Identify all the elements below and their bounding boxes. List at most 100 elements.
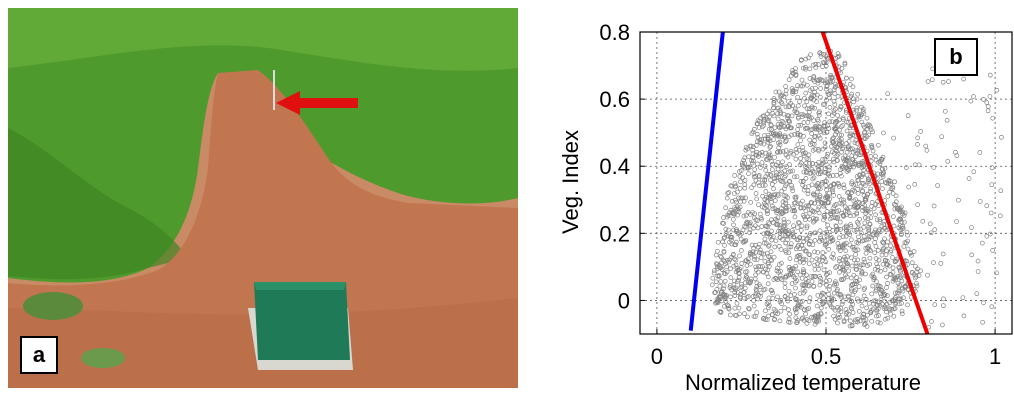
scatter-point (836, 117, 842, 123)
scatter-point (756, 202, 761, 208)
scatter-point (786, 307, 791, 312)
scatter-point (905, 238, 911, 244)
scatter-point (782, 305, 787, 311)
scatter-point (793, 257, 799, 263)
scatter-point (766, 126, 772, 132)
scatter-point (758, 215, 764, 221)
scatter-point (820, 64, 825, 70)
scatter-point (806, 252, 812, 257)
scatter-point (824, 79, 830, 85)
scatter-point (892, 298, 898, 304)
scatter-point (881, 130, 886, 136)
scatter-point (743, 145, 749, 150)
scatter-point (990, 115, 996, 121)
scatter-point (904, 258, 909, 264)
scatter-point (882, 225, 888, 231)
scatter-point (795, 269, 801, 275)
scatter-point (868, 186, 873, 192)
scatter-point (775, 132, 781, 138)
scatter-point (859, 181, 865, 186)
scatter-point (751, 158, 756, 164)
scatter-point (753, 143, 759, 148)
scatter-point (981, 300, 986, 306)
x-tick-label: 0 (651, 344, 663, 369)
scatter-point (782, 168, 787, 174)
scatter-point (821, 123, 827, 129)
scatter-point (873, 244, 879, 249)
scatter-point (809, 257, 815, 263)
scatter-point (837, 141, 843, 147)
scatter-point (813, 85, 818, 91)
scatter-point (817, 298, 822, 303)
scatter-point (836, 312, 841, 318)
scatter-point (733, 239, 739, 245)
scatter-point (830, 185, 836, 191)
scatter-point (817, 186, 823, 192)
scatter-point (969, 252, 975, 258)
scatter-point (850, 292, 856, 298)
scatter-point (799, 275, 805, 281)
scatter-point (867, 221, 873, 227)
scatter-point (719, 255, 724, 260)
y-tick-label: 0 (618, 288, 630, 313)
scatter-point (873, 236, 878, 241)
scatter-point (820, 258, 825, 263)
scatter-point (718, 279, 724, 284)
scatter-point (813, 64, 819, 70)
scatter-point (834, 153, 840, 159)
scatter-point (742, 178, 748, 183)
scatter-point (837, 219, 843, 225)
scatter-point (849, 263, 855, 269)
scatter-point (847, 242, 853, 248)
scatter-point (827, 270, 832, 275)
scatter-point (803, 56, 809, 62)
scatter-point (710, 275, 716, 281)
scatter-point (785, 228, 791, 233)
scatter-point (766, 295, 772, 301)
scatter-point (746, 171, 751, 176)
scatter-point (771, 113, 777, 119)
scatter-point (792, 208, 797, 214)
scatter-point (779, 178, 784, 184)
scatter-point (804, 82, 810, 88)
scatter-point (853, 248, 859, 253)
scatter-point (760, 193, 765, 199)
scatter-point (932, 227, 938, 232)
scatter-point (985, 108, 991, 114)
scatter-point (727, 210, 732, 216)
scatter-point (822, 215, 828, 220)
scatter-point (892, 179, 897, 185)
scatter-point (820, 301, 825, 306)
scatter-point (818, 310, 824, 316)
scatter-point (812, 238, 818, 243)
red-arrow-icon (276, 91, 358, 115)
scatter-point (929, 319, 934, 324)
scatter-point (786, 134, 792, 140)
scatter-point (830, 173, 836, 178)
scatter-point (860, 172, 866, 177)
scatter-point (815, 293, 821, 298)
scatter-point (891, 214, 896, 219)
scatter-point (756, 263, 761, 269)
scatter-point (845, 167, 851, 172)
scatter-point (777, 93, 783, 99)
scatter-point (743, 269, 748, 275)
scatter-point (766, 300, 771, 306)
scatter-point (812, 321, 818, 327)
scatter-point (760, 269, 766, 275)
scatter-point (839, 173, 844, 179)
scatter-point (734, 227, 739, 232)
scatter-point (869, 291, 875, 297)
scatter-point (786, 316, 792, 322)
scatter-point (767, 152, 773, 158)
scatter-point (843, 257, 849, 262)
scatter-point (862, 206, 868, 212)
scatter-point (822, 60, 827, 66)
scatter-point (807, 233, 812, 239)
scatter-point (751, 215, 757, 221)
scatter-point (830, 113, 835, 118)
scatter-point (760, 183, 766, 188)
scatter-point (753, 249, 759, 255)
scatter-point (827, 159, 832, 165)
scatter-point (909, 260, 915, 266)
